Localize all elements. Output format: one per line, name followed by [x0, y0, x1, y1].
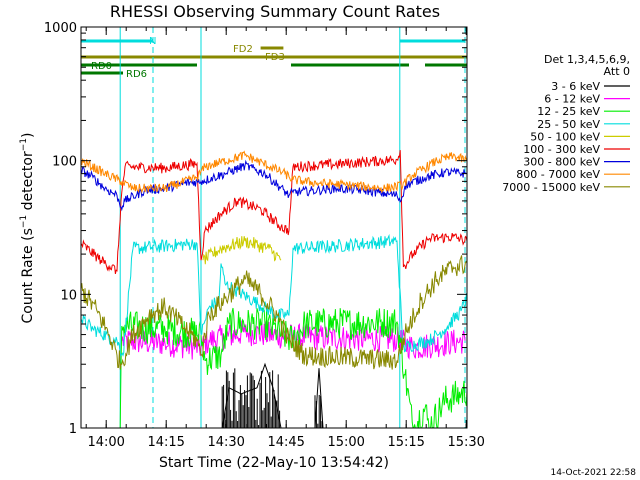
legend-label: 12 - 25 keV: [537, 105, 600, 118]
y-tick-label: 1000: [44, 21, 77, 36]
x-tick-label: 15:30: [447, 435, 484, 450]
y-tick-label: 1: [69, 422, 77, 437]
legend-label: 50 - 100 keV: [530, 130, 600, 143]
x-tick-label: 14:00: [87, 435, 124, 450]
x-tick-label: 14:15: [147, 435, 184, 450]
series-line-2: [119, 307, 467, 428]
series-line-8: [81, 255, 467, 370]
x-tick-label: 14:30: [207, 435, 244, 450]
series-line-7: [81, 150, 467, 194]
y-tick-label: 100: [52, 155, 77, 170]
y-axis-label: Count Rate (s−1 detector−1): [19, 133, 36, 324]
footer-date: 14-Oct-2021 22:58: [551, 468, 637, 478]
x-tick-label: 14:45: [267, 435, 304, 450]
series-group: [81, 150, 467, 428]
chart-title: RHESSI Observing Summary Count Rates: [110, 2, 440, 21]
legend-label: 100 - 300 keV: [523, 143, 600, 156]
plot-frame: [80, 26, 468, 429]
flag-label-rd6: RD6: [126, 69, 147, 80]
legend-label: 6 - 12 keV: [544, 93, 600, 106]
legend-label: 25 - 50 keV: [537, 118, 600, 131]
series-line-4: [202, 236, 282, 265]
legend-label: 800 - 7000 keV: [516, 168, 600, 181]
series-line-5: [81, 150, 467, 275]
legend-label: 3 - 6 keV: [551, 80, 600, 93]
x-tick-label: 15:15: [387, 435, 424, 450]
flag-label-rd0: RD0: [91, 61, 112, 72]
legend-label: 7000 - 15000 keV: [502, 181, 600, 194]
axes: 14:00 14:15 14:30 14:45 15:00 15:15 15:30 1 10 10…: [44, 21, 485, 450]
y-tick-label: 10: [60, 288, 77, 303]
x-tick-label: 15:00: [327, 435, 364, 450]
legend-header: Att 0: [604, 65, 630, 78]
legend-header: Det 1,3,4,5,6,9,: [544, 53, 630, 66]
legend-label: 300 - 800 keV: [523, 156, 600, 169]
x-axis-label: Start Time (22-May-10 13:54:42): [159, 455, 389, 471]
flag-label-fd2: FD2: [233, 44, 253, 55]
flag-label-fd3: FD3: [265, 52, 285, 63]
